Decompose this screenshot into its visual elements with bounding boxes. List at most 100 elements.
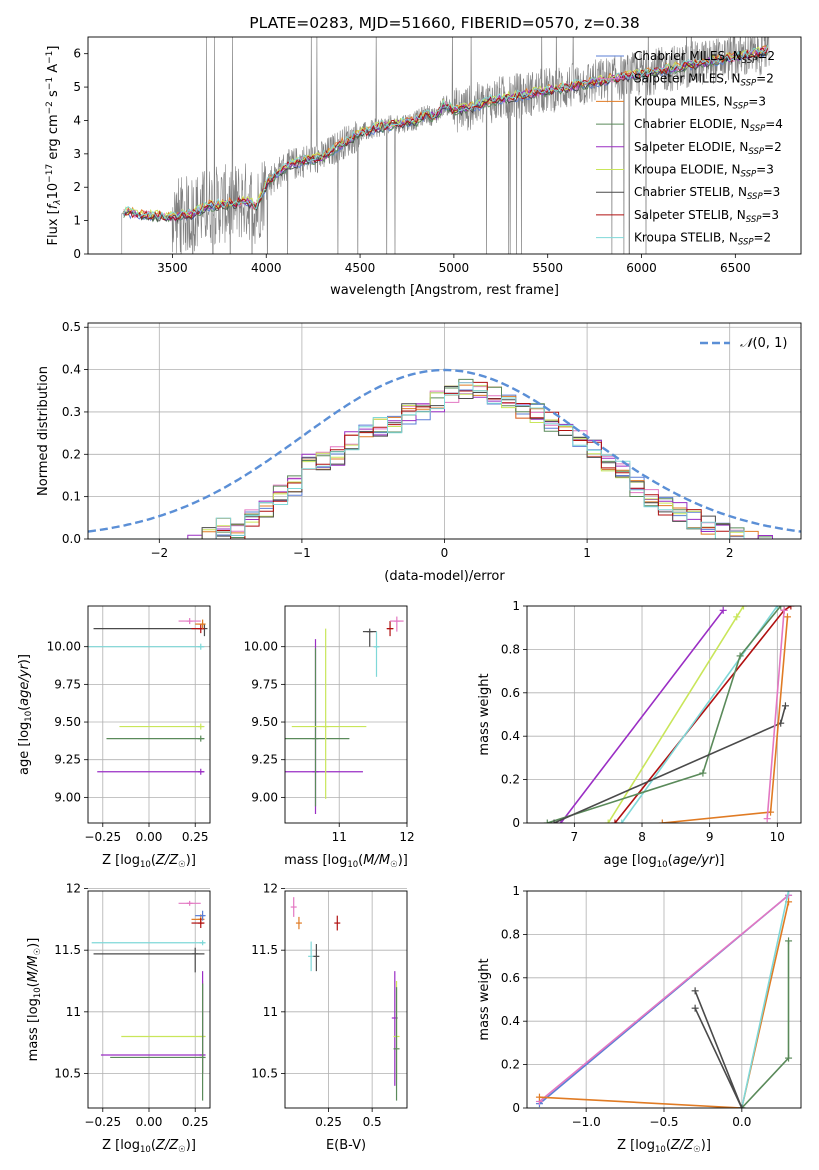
x-tick-label: −1.0 xyxy=(572,1115,601,1129)
axes-frame xyxy=(526,605,802,824)
x-tick-label: 8 xyxy=(638,830,646,844)
x-tick-label: 5500 xyxy=(532,261,563,275)
axes-frame xyxy=(284,605,408,824)
series-line xyxy=(538,894,790,1103)
x-axis-label: wavelength [Angstrom, rest frame] xyxy=(330,283,559,298)
errorbar-chabrier-stelib xyxy=(362,628,377,647)
errorbar-chabrier-elodie xyxy=(110,983,206,1101)
y-tick-label: 11 xyxy=(263,1005,278,1019)
errorbar-kroupa-miles xyxy=(195,619,206,629)
panel-1: 3500 4000 4500 5000 5500 6000 6500 0 1 2 3 4 5 6 PLATE… xyxy=(45,14,802,298)
y-tick-label: 9.00 xyxy=(251,790,278,804)
panel-4: 11 12 9.00 9.25 9.50 9.75 10.00 mass [log10(M/M… xyxy=(244,605,415,870)
y-tick-label: 10.00 xyxy=(244,640,278,654)
mass-weight-lines xyxy=(543,606,795,823)
x-tick-label: 11 xyxy=(332,830,347,844)
y-tick-label: 11 xyxy=(66,1005,81,1019)
panel-7: 0.25 0.5 10.5 11 11.5 12 E(B-V) xyxy=(251,882,408,1153)
errorbar-salpeter-stelib xyxy=(191,918,205,928)
y-axis-label: Flux [fλ10−17 erg cm−2 s−1 A−1] xyxy=(45,46,63,246)
model-chabrier-stelib xyxy=(123,49,768,224)
panel-3: −0.25 0.00 0.25 9.00 9.25 9.50 9.75 10.00 Z [log… xyxy=(17,605,211,870)
errorbar-salpeter-miles xyxy=(178,900,201,906)
y-axis-label: mass [log10(M/M☉)] xyxy=(26,938,43,1062)
x-tick-label: −1 xyxy=(293,546,311,560)
y-tick-label: 2 xyxy=(73,180,81,194)
mass-weight-lines xyxy=(535,891,793,1108)
series-line xyxy=(539,901,790,1108)
x-tick-label: 2 xyxy=(726,546,734,560)
y-tick-label: 9.00 xyxy=(54,790,81,804)
y-axis-label: mass weight xyxy=(477,958,492,1040)
panel-2: −2 −1 0 1 2 0.0 0.1 0.2 0.3 0.4 0.5 𝒩(0, 1) (data-mo… xyxy=(36,320,802,584)
series-kroupa-miles xyxy=(658,613,791,823)
x-tick-label: 0.00 xyxy=(136,830,163,844)
y-tick-label: 11.5 xyxy=(251,943,278,957)
errorbar-salpeter-miles xyxy=(290,897,297,917)
series-chabrier-stelib xyxy=(691,987,746,1108)
series-chabrier-stelib xyxy=(550,702,789,823)
legend-entry: Chabrier STELIB, NSSP=3 xyxy=(634,185,780,202)
x-tick-label: 1 xyxy=(583,546,591,560)
x-tick-label: −0.25 xyxy=(84,830,121,844)
y-tick-label: 9.50 xyxy=(54,715,81,729)
series-line xyxy=(766,610,785,819)
errorbar-kroupa-stelib xyxy=(373,631,380,677)
x-tick-label: 0.0 xyxy=(732,1115,751,1129)
x-axis-label: mass [log10(M/M☉)] xyxy=(284,853,408,870)
errorbar-kroupa-stelib xyxy=(88,643,205,650)
series-line xyxy=(614,606,792,823)
normal-curve xyxy=(88,368,801,533)
y-axis-label: mass weight xyxy=(477,673,492,755)
x-tick-label: 0.25 xyxy=(182,1115,209,1129)
x-tick-label: 0.25 xyxy=(182,830,209,844)
axes-frame xyxy=(87,605,211,824)
legend-normal-label: 𝒩(0, 1) xyxy=(740,336,787,351)
legend-entry: Kroupa MILES, NSSP=3 xyxy=(634,94,766,111)
panel-5: 7 8 9 10 0 0.2 0.4 0.6 0.8 1 age [log10(age/yr)] ma… xyxy=(477,599,802,870)
errorbar-salpeter-stelib xyxy=(334,915,341,931)
y-tick-label: 0.6 xyxy=(501,971,520,985)
y-tick-label: 0.8 xyxy=(501,642,520,656)
chart-title: PLATE=0283, MJD=51660, FIBERID=0570, z=0… xyxy=(249,14,639,32)
x-axis-label: Z [log10(Z/Z☉)] xyxy=(102,853,196,870)
x-tick-label: 5000 xyxy=(439,261,470,275)
legend-entry: Chabrier ELODIE, NSSP=4 xyxy=(634,117,783,134)
x-tick-label: 12 xyxy=(399,830,414,844)
panel-6: −0.25 0.00 0.25 10.5 11 11.5 12 Z [log10(Z/Z☉)]… xyxy=(26,882,211,1155)
y-tick-label: 10.5 xyxy=(251,1066,278,1080)
legend-entry: Salpeter ELODIE, NSSP=2 xyxy=(634,140,782,157)
series-line xyxy=(560,609,724,823)
errorbar-salpeter-miles xyxy=(390,616,404,632)
series-line xyxy=(741,891,790,1108)
errorbar-chabrier-stelib xyxy=(93,624,208,637)
x-tick-label: 6000 xyxy=(626,261,657,275)
y-tick-label: 0.4 xyxy=(501,1014,520,1028)
errorbar-salpeter-elodie xyxy=(100,971,206,1074)
y-tick-label: 9.75 xyxy=(251,677,278,691)
errorbar-kroupa-elodie xyxy=(119,723,205,730)
y-tick-label: 0.1 xyxy=(62,490,81,504)
series-line xyxy=(741,940,790,1108)
y-tick-label: 0.6 xyxy=(501,686,520,700)
errorbar-kroupa-elodie xyxy=(121,981,206,1074)
legend-entry: Salpeter MILES, NSSP=2 xyxy=(634,72,774,89)
errorbar-chabrier-stelib xyxy=(93,947,205,973)
x-tick-label: 10 xyxy=(770,830,785,844)
y-tick-label: 6 xyxy=(73,47,81,61)
y-tick-label: 3 xyxy=(73,147,81,161)
x-tick-label: 0 xyxy=(441,546,449,560)
spectrum-lines xyxy=(121,37,770,254)
errorbar-kroupa-stelib xyxy=(91,940,206,946)
x-tick-label: 6500 xyxy=(720,261,751,275)
x-axis-label: E(B-V) xyxy=(326,1138,366,1153)
x-tick-label: −0.5 xyxy=(649,1115,678,1129)
axes-frame xyxy=(87,36,802,255)
y-tick-label: 0 xyxy=(512,1101,520,1115)
y-tick-label: 1 xyxy=(512,599,520,613)
x-tick-label: 0.25 xyxy=(315,1115,342,1129)
legend-entry: Kroupa ELODIE, NSSP=3 xyxy=(634,163,774,180)
x-tick-label: 3500 xyxy=(157,261,188,275)
y-tick-label: 0.2 xyxy=(501,1058,520,1072)
